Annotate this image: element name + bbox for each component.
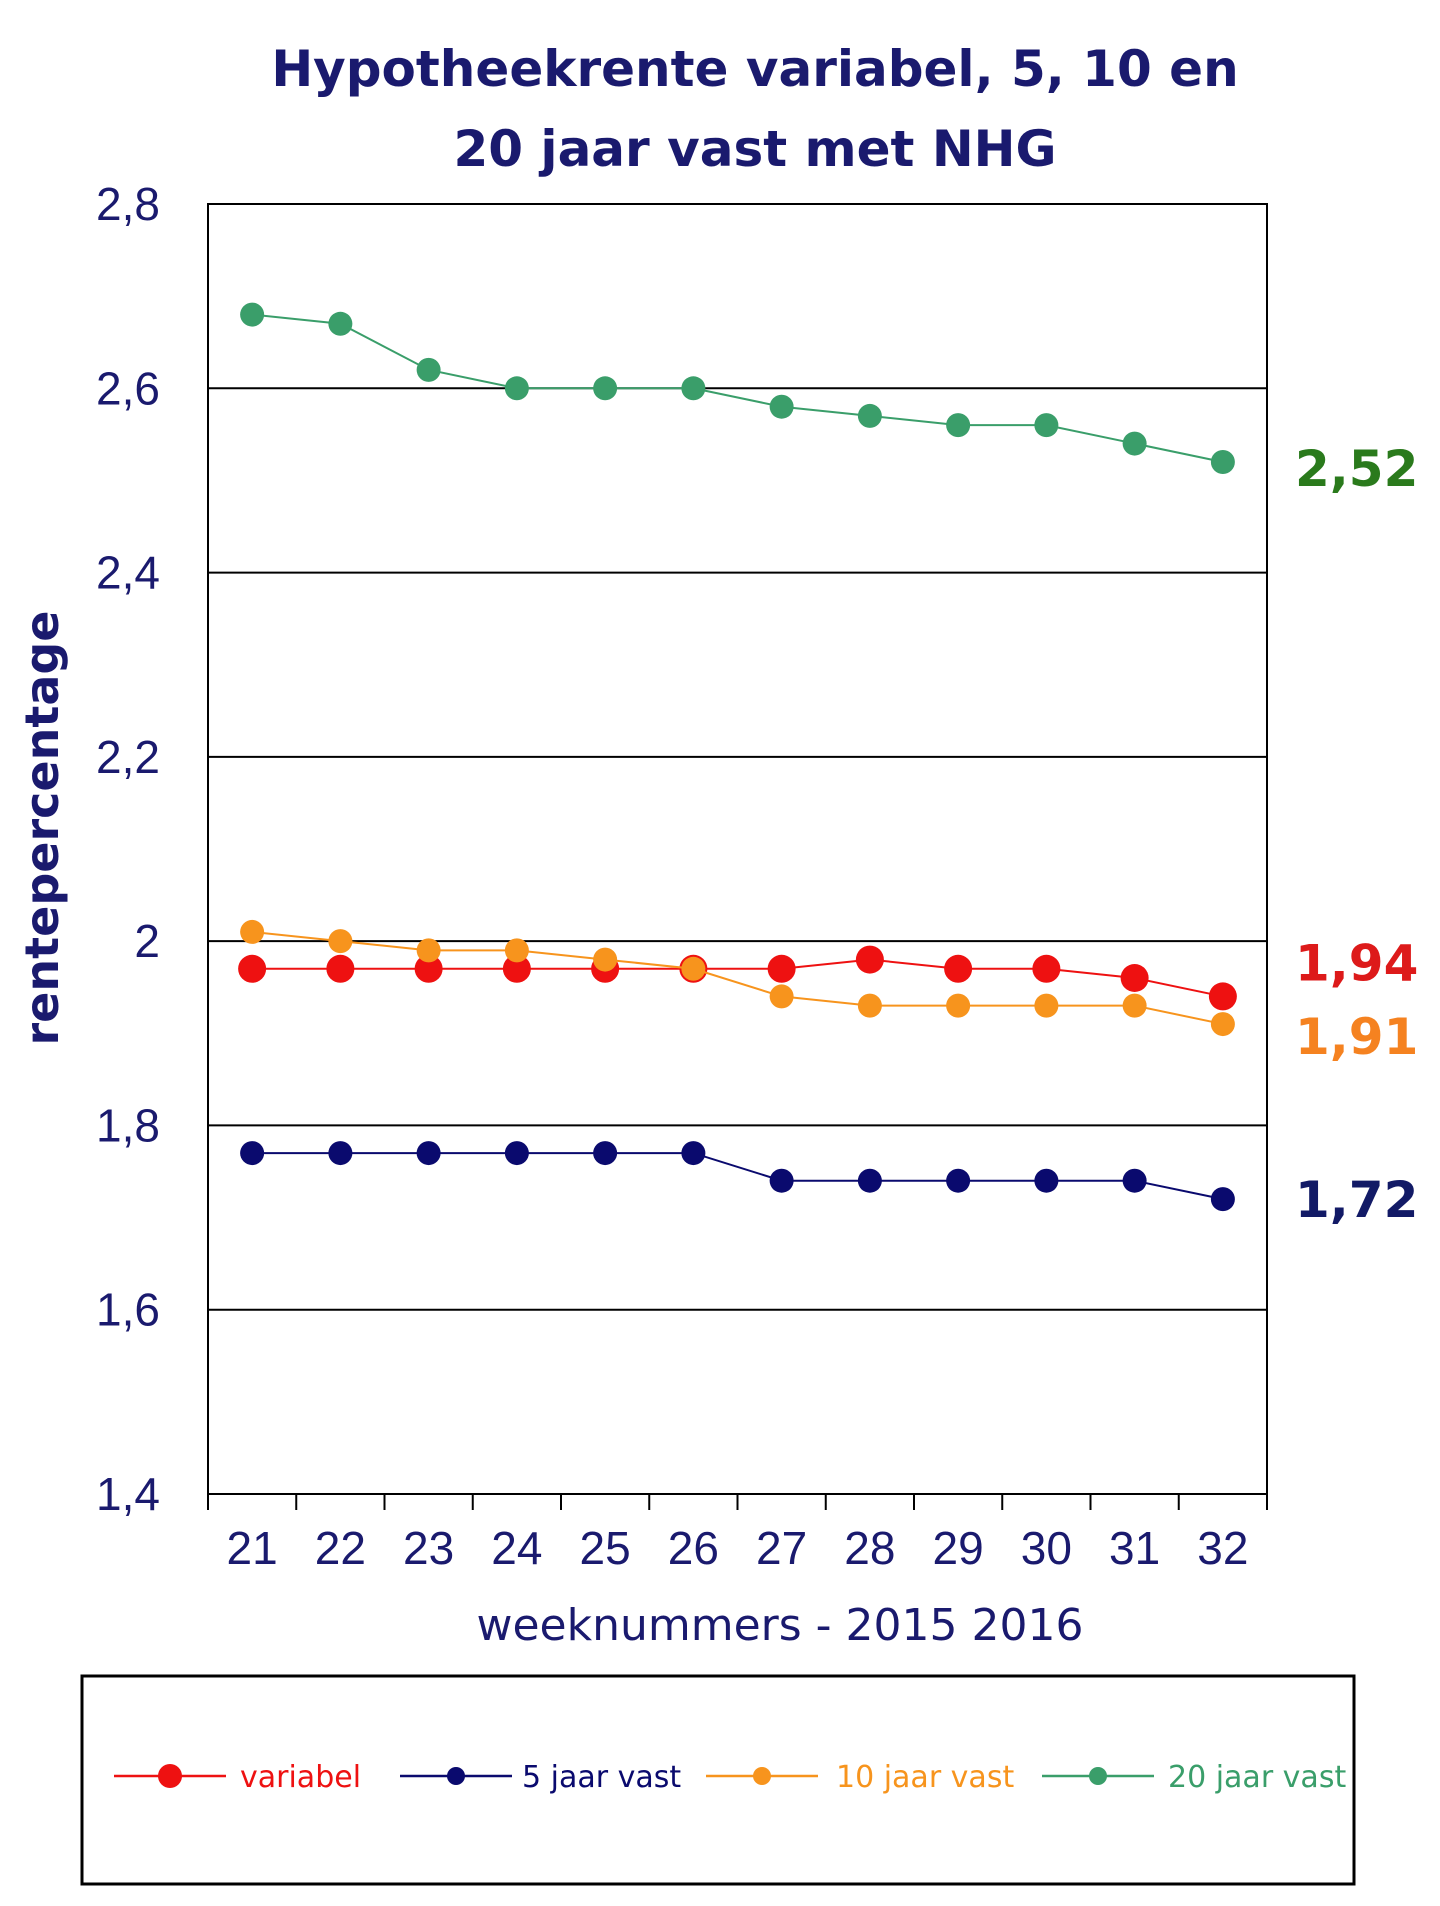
- data-point: [328, 929, 353, 954]
- data-point: [681, 1141, 706, 1166]
- data-point: [1122, 431, 1147, 456]
- data-point: [240, 1141, 265, 1166]
- series-10-jaar-vast: [240, 919, 1235, 1037]
- legend-marker: [447, 1767, 465, 1785]
- end-value-label: 2,52: [1295, 440, 1418, 498]
- legend-label: 20 jaar vast: [1168, 1760, 1346, 1795]
- data-point: [328, 1141, 353, 1166]
- x-tick-label: 22: [315, 1522, 366, 1574]
- data-point: [1122, 1168, 1147, 1193]
- legend-label: variabel: [240, 1760, 361, 1795]
- data-point: [855, 945, 884, 974]
- data-point: [1032, 954, 1061, 983]
- data-point: [946, 413, 971, 438]
- x-tick-label: 21: [227, 1522, 278, 1574]
- series-line: [252, 958, 1224, 998]
- data-point: [681, 956, 706, 981]
- chart-title-line: 20 jaar vast met NHG: [453, 120, 1056, 178]
- data-point: [857, 1168, 882, 1193]
- y-tick-label: 2: [134, 915, 160, 967]
- data-point: [240, 302, 265, 327]
- legend-marker: [158, 1764, 182, 1788]
- data-point: [681, 376, 706, 401]
- data-point: [1120, 964, 1149, 992]
- x-tick-label: 23: [403, 1522, 454, 1574]
- data-point: [416, 357, 441, 382]
- data-point: [414, 954, 443, 983]
- data-point: [1034, 1168, 1059, 1193]
- data-point: [946, 1168, 971, 1193]
- end-value-label: 1,94: [1295, 934, 1418, 992]
- legend-label: 10 jaar vast: [836, 1760, 1014, 1795]
- legend-item: 20 jaar vast: [1042, 1760, 1346, 1795]
- data-point: [946, 993, 971, 1018]
- series-variabel: [238, 945, 1237, 1011]
- end-value-label: 1,72: [1295, 1171, 1418, 1229]
- x-tick-label: 32: [1197, 1522, 1248, 1574]
- y-tick-label: 1,8: [96, 1099, 160, 1151]
- x-tick-label: 31: [1109, 1522, 1160, 1574]
- legend-marker: [753, 1767, 771, 1785]
- data-point: [593, 1141, 618, 1166]
- series-5-jaar-vast: [240, 1141, 1235, 1212]
- data-point: [857, 993, 882, 1018]
- data-point: [593, 376, 618, 401]
- legend-item: 10 jaar vast: [706, 1760, 1014, 1795]
- x-tick-label: 24: [491, 1522, 542, 1574]
- legend-box: [80, 1674, 1356, 1886]
- data-point: [1210, 1012, 1235, 1037]
- data-point: [504, 1141, 529, 1166]
- data-point: [502, 954, 531, 983]
- end-value-label: 1,91: [1295, 1008, 1418, 1066]
- data-point: [238, 954, 267, 983]
- legend-label: 5 jaar vast: [522, 1760, 681, 1795]
- x-tick-label: 29: [933, 1522, 984, 1574]
- x-tick-label: 30: [1021, 1522, 1072, 1574]
- y-tick-label: 2,2: [96, 731, 160, 783]
- data-point: [1210, 450, 1235, 474]
- data-point: [769, 984, 794, 1009]
- legend-item: variabel: [114, 1760, 361, 1795]
- series-20-jaar-vast: [240, 302, 1235, 474]
- y-tick-label: 2,6: [96, 362, 160, 414]
- series-line: [252, 313, 1224, 463]
- data-point: [593, 947, 618, 972]
- data-point: [1122, 993, 1147, 1018]
- legend-item: 5 jaar vast: [400, 1760, 681, 1795]
- y-tick-label: 1,6: [96, 1284, 160, 1336]
- data-point: [769, 394, 794, 419]
- data-point: [1034, 413, 1059, 438]
- chart-title-line: Hypotheekrente variabel, 5, 10 en: [271, 40, 1238, 98]
- data-point: [857, 403, 882, 428]
- data-point: [326, 954, 355, 983]
- x-axis-label: weeknummers - 2015 2016: [477, 1600, 1084, 1651]
- data-point: [416, 1141, 441, 1166]
- data-point: [1210, 1187, 1235, 1212]
- x-tick-label: 26: [668, 1522, 719, 1574]
- data-point: [767, 954, 796, 983]
- x-tick-label: 28: [844, 1522, 895, 1574]
- y-axis-label: rentepercentage: [15, 610, 69, 1045]
- data-point: [328, 311, 353, 336]
- data-point: [1034, 993, 1059, 1018]
- x-tick-label: 27: [756, 1522, 807, 1574]
- y-tick-label: 2,4: [96, 547, 160, 599]
- y-tick-label: 1,4: [96, 1468, 160, 1520]
- data-point: [769, 1168, 794, 1193]
- data-point: [504, 376, 529, 401]
- data-point: [240, 919, 265, 944]
- x-tick-label: 25: [580, 1522, 631, 1574]
- series-line: [252, 930, 1224, 1026]
- data-point: [1208, 982, 1237, 1011]
- data-point: [944, 954, 973, 983]
- legend-marker: [1089, 1767, 1107, 1785]
- y-tick-label: 2,8: [96, 178, 160, 230]
- data-point: [504, 938, 529, 963]
- series-line: [252, 1152, 1224, 1201]
- data-point: [416, 938, 441, 963]
